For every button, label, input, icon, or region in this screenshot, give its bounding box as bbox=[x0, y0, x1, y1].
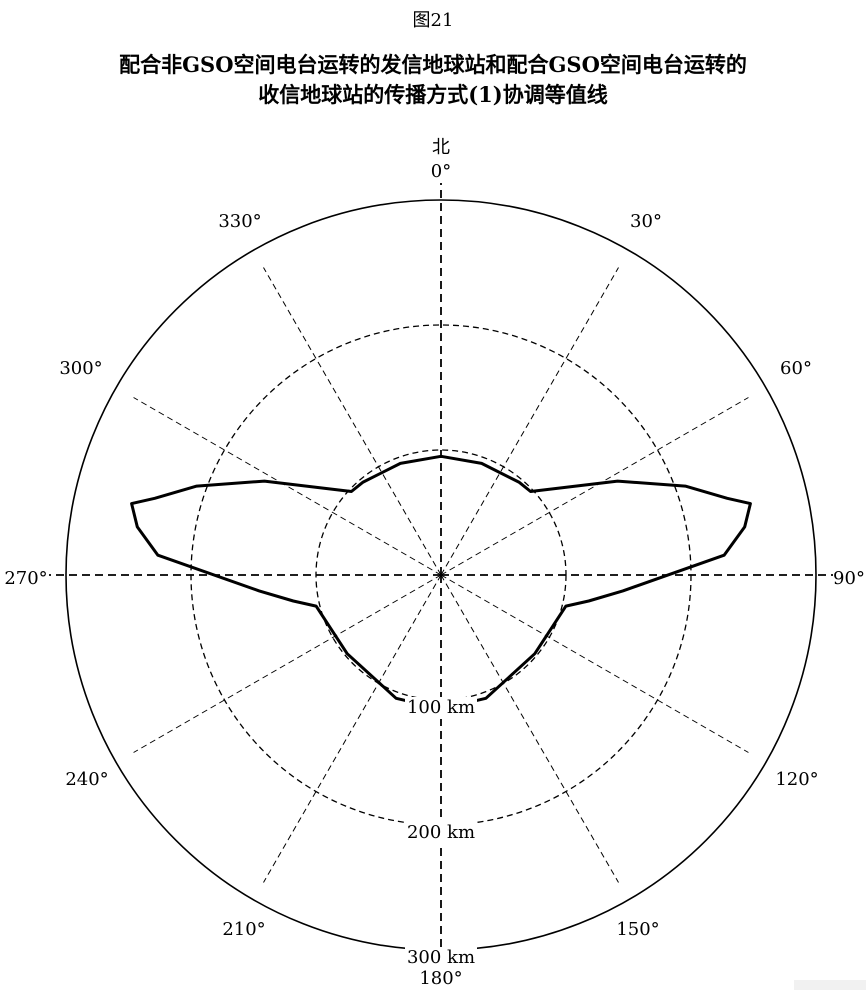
chart-title-line-2: 收信地球站的传播方式(1)协调等值线 bbox=[258, 82, 608, 107]
ring-label-100km: 100 km bbox=[407, 697, 475, 718]
angle-label-60: 60° bbox=[780, 358, 812, 379]
spoke-60 bbox=[440, 397, 749, 576]
polar-grid bbox=[49, 183, 833, 967]
ring-label-bg-100 bbox=[405, 697, 477, 719]
angle-label-120: 120° bbox=[775, 769, 818, 790]
spoke-30 bbox=[440, 267, 619, 576]
spoke-300 bbox=[133, 397, 442, 576]
angle-label-180: 180° bbox=[419, 968, 462, 989]
figure-number: 图21 bbox=[412, 10, 454, 31]
angle-label-0: 0° bbox=[431, 161, 451, 182]
polar-labels: 0° 30° 60° 90° 120° 150° 180° 210° 240° 270° 300° 3… bbox=[4, 137, 865, 989]
chart-title-line-1: 配合非GSO空间电台运转的发信地球站和配合GSO空间电台运转的 bbox=[119, 52, 747, 77]
north-label: 北 bbox=[432, 137, 450, 158]
ring-label-bg-300 bbox=[405, 947, 477, 969]
angle-label-270: 270° bbox=[4, 568, 47, 589]
spoke-210 bbox=[263, 574, 442, 883]
spoke-120 bbox=[440, 574, 749, 753]
spoke-330 bbox=[263, 267, 442, 576]
angle-label-240: 240° bbox=[65, 769, 108, 790]
ring-label-300km: 300 km bbox=[407, 947, 475, 968]
angle-label-150: 150° bbox=[616, 919, 659, 940]
spoke-150 bbox=[440, 574, 619, 883]
angle-label-330: 330° bbox=[218, 211, 261, 232]
corner-patch bbox=[794, 980, 866, 990]
spoke-240 bbox=[133, 574, 442, 753]
ring-label-200km: 200 km bbox=[407, 822, 475, 843]
angle-label-210: 210° bbox=[222, 919, 265, 940]
ring-label-bg-200 bbox=[405, 822, 477, 844]
chart-title: 配合非GSO空间电台运转的发信地球站和配合GSO空间电台运转的 收信地球站的传播… bbox=[0, 50, 866, 110]
angle-label-90: 90° bbox=[833, 568, 865, 589]
angle-label-30: 30° bbox=[630, 211, 662, 232]
angle-label-300: 300° bbox=[59, 358, 102, 379]
